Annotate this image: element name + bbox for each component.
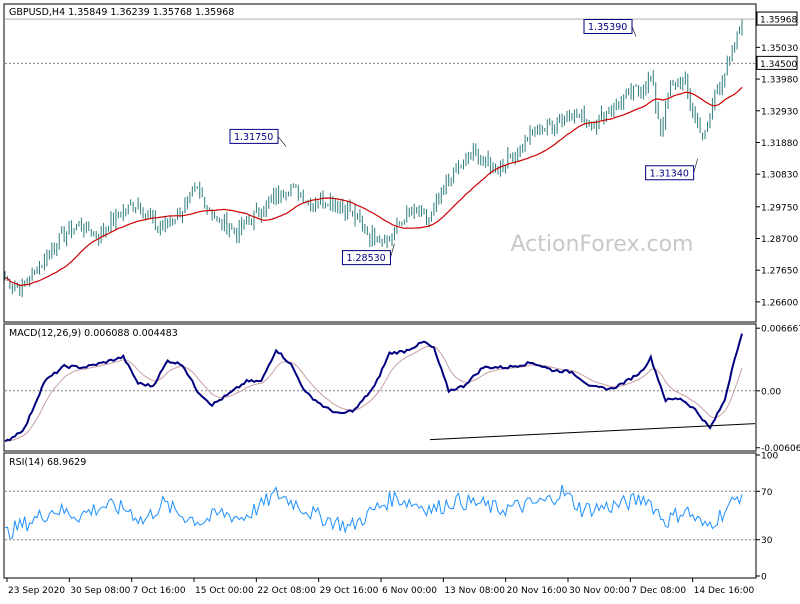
time-tick-label: 7 Oct 16:00 [133,586,186,596]
price-tick-label: 1.30830 [761,171,798,181]
annotation-leader [277,136,287,147]
price-annotations: 1.31750 1.28530 1.35390 1.31340 [229,18,698,266]
rsi-tick-label: 100 [761,452,778,462]
price-axis: 1.369801.350301.339801.329301.318801.308… [756,11,798,308]
annotation-box [341,250,391,266]
price-tick-label: 1.27650 [761,267,798,277]
rsi-line-path [4,484,743,539]
annotation-label: 1.28530 [346,253,385,264]
macd-trendline [429,423,756,441]
time-tick-label: 30 Nov 00:00 [569,586,630,596]
time-tick-label: 22 Oct 08:00 [257,586,316,596]
price-tick-label: 1.28700 [761,235,798,245]
rsi-title: RSI(14) 68.9629 [9,457,86,468]
rsi-tick-label: 0 [761,573,767,583]
macd-indicator [4,333,756,443]
price-bars [4,19,743,298]
rsi-indicator [4,484,755,541]
time-tick-label: 14 Dec 16:00 [694,586,755,596]
annotation-label: 1.35390 [588,22,627,33]
time-tick-label: 6 Nov 00:00 [382,586,437,596]
time-tick-label: 30 Sep 08:00 [70,586,130,596]
price-panel-frame [3,3,757,323]
rsi-axis: 100 70 30 0 [756,452,778,583]
annotation-box [229,128,279,144]
macd-line-path [4,333,743,443]
rsi-tick-label: 70 [761,488,773,498]
price-tick-label: 1.31880 [761,139,798,149]
macd-signal-path [4,346,743,442]
macd-axis: 0.006667 0.00 -0.006066 [756,325,800,454]
macd-panel-frame [3,323,757,452]
macd-tick-label: 0.00 [761,387,781,397]
annotation-box [583,18,633,34]
price-tick-label: 1.29750 [761,203,798,213]
current-price-label: 1.35968 [760,16,797,26]
symbol-title: GBPUSD,H4 1.35849 1.36239 1.35768 1.3596… [9,7,234,18]
moving-average-path [4,86,743,287]
price-tick-label: 1.26600 [761,298,798,308]
annotation-box [645,165,695,181]
macd-tick-label: -0.006066 [761,444,800,454]
annotation-leader [631,26,637,37]
moving-average-line [4,86,743,287]
time-tick-label: 20 Nov 16:00 [507,586,568,596]
time-axis: 23 Sep 2020 30 Sep 08:00 7 Oct 16:00 15 Oct… [6,578,755,596]
rsi-tick-label: 30 [761,536,773,546]
rsi-panel-frame [3,452,757,579]
price-tick-label: 1.32930 [761,107,798,117]
level-price-label-box [756,55,798,70]
annotation-label: 1.31340 [650,168,689,179]
macd-title: MACD(12,26,9) 0.006088 0.004483 [9,328,178,339]
annotation-leader [693,158,698,173]
time-tick-label: 29 Oct 16:00 [320,586,379,596]
price-tick-label: 1.35030 [761,44,798,54]
time-tick-label: 13 Nov 08:00 [444,586,505,596]
price-tick-label: 1.33980 [761,76,798,86]
macd-tick-label: 0.006667 [761,325,800,335]
time-tick-label: 23 Sep 2020 [8,586,65,596]
annotation-leader [390,243,395,258]
current-price-label-box [756,11,798,26]
annotation-label: 1.31750 [234,132,273,143]
time-tick-label: 7 Dec 08:00 [631,586,686,596]
level-price-label: 1.34500 [760,60,797,70]
time-tick-label: 15 Oct 00:00 [195,586,254,596]
watermark: ActionForex.com [511,232,694,257]
